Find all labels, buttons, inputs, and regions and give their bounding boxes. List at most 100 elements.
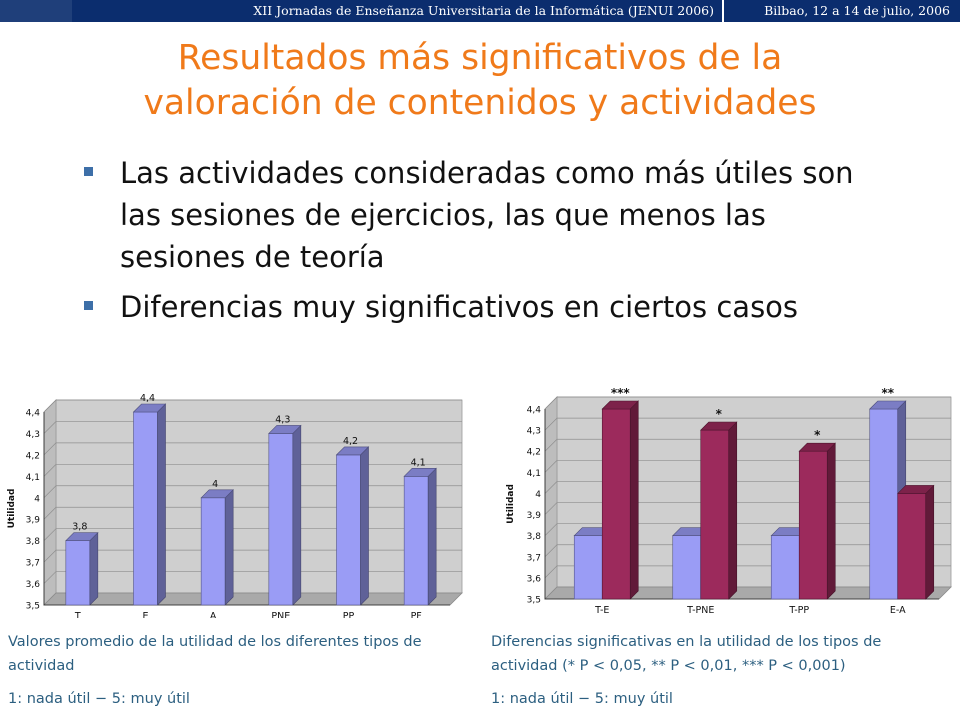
bar-side <box>925 484 935 600</box>
x-tick-label: A <box>210 611 217 618</box>
bar-front <box>770 535 800 600</box>
bullet-item: Diferencias muy significativos en cierto… <box>80 286 860 328</box>
data-label: 4,4 <box>140 393 155 404</box>
x-tick-label: PF <box>411 611 422 618</box>
chart-utility-by-activity: 3,5 3,6 3,7 3,8 3,9 4 4,1 4,2 4,3 4,4 Utilidad 3,8 T… <box>7 393 463 618</box>
y-tick-label: 3,6 <box>26 580 41 590</box>
bar-top <box>200 489 234 499</box>
header-conference: XII Jornadas de Enseñanza Universitaria … <box>253 3 714 18</box>
bullet-text: Diferencias muy significativos en cierto… <box>120 290 799 324</box>
y-tick-label: 3,6 <box>527 574 542 584</box>
y-tick-label: 4,1 <box>26 473 40 483</box>
gridline <box>544 438 951 452</box>
y-tick-label: 4,2 <box>527 448 541 458</box>
gridline <box>43 592 462 606</box>
bar-front <box>268 433 294 606</box>
bar-front <box>798 450 828 600</box>
gridline <box>544 417 951 431</box>
bar-side <box>629 400 639 600</box>
header-left-block <box>0 0 72 22</box>
y-tick-label: 4,4 <box>527 406 542 416</box>
scale-note-left: 1: nada útil − 5: muy útil <box>8 691 190 707</box>
scale-note-right: 1: nada útil − 5: muy útil <box>491 691 673 707</box>
bar-front <box>672 535 702 600</box>
data-label: 4 <box>212 479 218 490</box>
bar-top <box>869 400 907 410</box>
bullet-list: Las actividades consideradas como más út… <box>80 152 860 336</box>
bar-t-e-series-2 <box>601 400 639 600</box>
bar-front <box>700 429 730 600</box>
bar-t-pne-series-2 <box>700 421 738 600</box>
bar-side <box>224 489 234 606</box>
caption-right: Diferencias significativas en la utilida… <box>491 634 882 674</box>
bar-side <box>826 442 836 600</box>
gridline <box>43 528 462 541</box>
bar-pp <box>335 446 370 606</box>
data-label: 3,8 <box>72 522 87 533</box>
x-tick-label: T-PNE <box>686 605 714 616</box>
y-tick-label: 3,5 <box>26 602 40 612</box>
y-tick-label: 4 <box>34 494 40 504</box>
bar-front <box>869 408 899 600</box>
slide-title-line2: valoración de contenidos y actividades <box>143 83 817 123</box>
y-tick-label: 3,7 <box>26 559 40 569</box>
x-tick-label: E-A <box>890 605 906 616</box>
header-date: Bilbao, 12 a 14 de julio, 2006 <box>764 3 950 18</box>
data-label: 4,3 <box>275 414 290 425</box>
data-label: 4,2 <box>343 436 358 447</box>
x-tick-label: T <box>74 611 81 618</box>
header-separator <box>722 0 724 22</box>
y-tick-label: 3,8 <box>527 532 542 542</box>
significance-label: * <box>814 428 821 442</box>
gridline <box>43 549 462 563</box>
caption-left: Valores promedio de la utilidad de los d… <box>8 634 422 674</box>
bar-side <box>728 421 738 600</box>
bullet-square-icon <box>84 301 93 310</box>
bullet-text: Las actividades consideradas como más út… <box>120 156 854 274</box>
bullet-item: Las actividades consideradas como más út… <box>80 152 860 278</box>
significance-label: ** <box>881 388 894 400</box>
y-tick-label: 4,4 <box>26 409 41 419</box>
x-tick-label: T-PP <box>788 605 809 616</box>
y-tick-label: 3,9 <box>26 516 41 526</box>
gridline <box>43 463 462 477</box>
bar-front <box>133 411 158 606</box>
bar-side <box>157 403 166 606</box>
bar-pf <box>403 467 437 606</box>
bar-e <box>132 403 167 606</box>
y-axis-label: Utilidad <box>506 484 516 524</box>
y-tick-label: 4,3 <box>527 427 541 437</box>
bar-top <box>601 400 639 410</box>
x-tick-label: PP <box>343 611 355 618</box>
x-tick-label: E <box>142 611 148 618</box>
bar-top <box>897 485 935 494</box>
gridline <box>43 442 462 456</box>
bar-top <box>335 446 370 456</box>
y-tick-label: 3,7 <box>527 553 541 563</box>
bar-side <box>360 446 369 606</box>
y-axis-label: Utilidad <box>7 489 17 529</box>
bar-top <box>798 442 836 452</box>
bar-e-a-series-2 <box>897 484 935 600</box>
bar-top <box>65 532 99 541</box>
y-tick-label: 4,3 <box>26 430 40 440</box>
chart-side-wall <box>544 396 558 600</box>
data-label: 4,1 <box>411 457 426 468</box>
gridline <box>43 571 462 584</box>
y-tick-label: 4 <box>535 490 541 500</box>
chart-side-wall <box>43 399 57 606</box>
bar-front <box>65 540 91 606</box>
bar-front <box>573 535 603 600</box>
bar-t-pp-series-2 <box>798 442 836 600</box>
bar-front <box>403 476 429 606</box>
chart-significant-differences: 3,53,63,73,83,944,14,24,34,4Utilidad***T… <box>506 388 952 616</box>
bar-side <box>427 467 437 606</box>
bar-top <box>700 421 738 431</box>
x-tick-label: PNE <box>271 611 290 618</box>
bar-front <box>200 497 226 606</box>
bar-a <box>200 489 234 606</box>
y-tick-label: 3,5 <box>527 596 541 606</box>
chart-floor <box>43 592 463 606</box>
gridline <box>43 399 462 413</box>
bar-side <box>89 531 99 606</box>
